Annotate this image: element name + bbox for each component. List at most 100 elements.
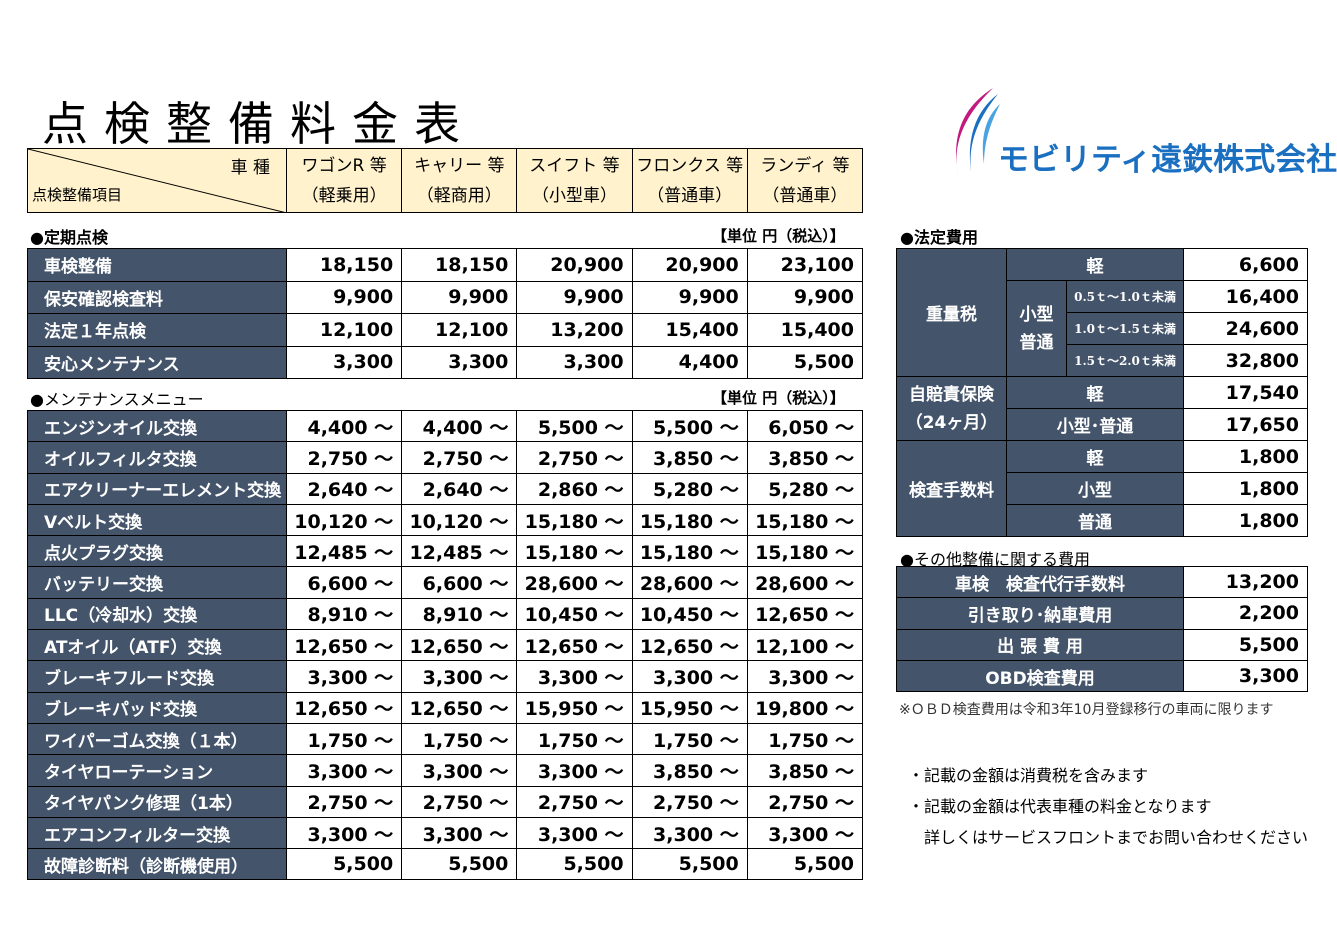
price-cell: 2,750 ～ bbox=[746, 785, 864, 818]
table-row: タイヤパンク修理（1本） 2,750 ～ 2,750 ～ 2,750 ～ 2,750 ～… bbox=[27, 785, 864, 818]
price-cell: 9,900 bbox=[516, 280, 633, 314]
logo-swoosh-icon bbox=[956, 88, 1000, 174]
price-cell: 5,500 bbox=[746, 345, 864, 379]
weight-range: 1.0ｔ～1.5ｔ未満 bbox=[1066, 312, 1184, 345]
table-row: 車検整備 18,150 18,150 20,900 20,900 23,100 bbox=[27, 248, 864, 282]
price-cell: 12,650 ～ bbox=[401, 691, 518, 724]
inspection-type: 小型 bbox=[1006, 472, 1184, 505]
insurance-type: 軽 bbox=[1006, 376, 1184, 409]
price-cell: 15,400 bbox=[746, 313, 864, 347]
price-cell: 5,280 ～ bbox=[631, 472, 748, 505]
price-cell: 9,900 bbox=[401, 280, 518, 314]
table-row: ブレーキフルード交換 3,300 ～ 3,300 ～ 3,300 ～ 3,300 ～ 3,… bbox=[27, 660, 864, 693]
other-price: 2,200 bbox=[1183, 597, 1308, 630]
row-item-label: LLC（冷却水）交換 bbox=[27, 597, 287, 631]
vehicle-type: （軽乗用） bbox=[301, 185, 387, 206]
other-price: 5,500 bbox=[1183, 628, 1308, 661]
price-cell: 1,750 ～ bbox=[401, 722, 518, 756]
price-cell: 8,910 ～ bbox=[401, 597, 518, 631]
price-cell: 15,950 ～ bbox=[631, 691, 748, 724]
row-item-label: 法定１年点検 bbox=[27, 313, 287, 347]
weight-range-price: 24,600 bbox=[1183, 312, 1308, 345]
price-cell: 2,750 ～ bbox=[516, 441, 633, 474]
row-item-label: 故障診断料（診断機使用） bbox=[27, 848, 287, 881]
price-cell: 1,750 ～ bbox=[631, 722, 748, 756]
price-cell: 3,300 bbox=[516, 345, 633, 379]
price-cell: 12,485 ～ bbox=[285, 535, 403, 568]
table-row: ATオイル（ATF）交換 12,650 ～ 12,650 ～ 12,650 ～ 12,6… bbox=[27, 629, 864, 662]
price-cell: 15,950 ～ bbox=[516, 691, 633, 724]
table-row: 故障診断料（診断機使用） 5,500 5,500 5,500 5,500 5,500 bbox=[27, 848, 864, 881]
price-cell: 12,650 ～ bbox=[631, 629, 748, 662]
price-cell: 9,900 bbox=[285, 280, 403, 314]
price-cell: 3,300 ～ bbox=[401, 660, 518, 693]
price-cell: 2,640 ～ bbox=[401, 472, 518, 505]
price-cell: 15,180 ～ bbox=[516, 503, 633, 537]
note-item: ・記載の金額は消費税を含みます bbox=[908, 766, 1149, 785]
diagonal-line bbox=[28, 149, 284, 212]
inspection-price: 1,800 bbox=[1183, 472, 1308, 505]
item-label: 点検整備項目 bbox=[32, 186, 123, 204]
table-row: Vベルト交換 10,120 ～ 10,120 ～ 15,180 ～ 15,180 ～ 15… bbox=[27, 503, 864, 537]
inspection-type: 普通 bbox=[1006, 504, 1184, 537]
price-cell: 3,300 bbox=[401, 345, 518, 379]
price-cell: 20,900 bbox=[516, 248, 633, 282]
price-cell: 5,500 bbox=[516, 848, 633, 881]
price-cell: 4,400 ～ bbox=[285, 409, 403, 443]
price-cell: 3,850 ～ bbox=[631, 441, 748, 474]
weight-range-price: 32,800 bbox=[1183, 344, 1308, 377]
legal-section-label: ●法定費用 bbox=[900, 228, 978, 247]
other-price: 13,200 bbox=[1183, 565, 1308, 599]
price-cell: 8,910 ～ bbox=[285, 597, 403, 631]
price-cell: 12,650 ～ bbox=[401, 629, 518, 662]
price-cell: 12,100 bbox=[285, 313, 403, 347]
note-item: ・記載の金額は代表車種の料金となります bbox=[908, 797, 1212, 816]
table-row: 点火プラグ交換 12,485 ～ 12,485 ～ 15,180 ～ 15,180 ～ 1… bbox=[27, 535, 864, 568]
periodic-inspection-table: 車検整備 18,150 18,150 20,900 20,900 23,100 保安確認検査… bbox=[27, 248, 864, 379]
price-cell: 20,900 bbox=[631, 248, 748, 282]
price-cell: 3,300 ～ bbox=[401, 754, 518, 787]
vehicle-type: （軽商用） bbox=[416, 185, 502, 206]
maintenance-section-label: ●メンテナンスメニュー bbox=[30, 390, 204, 409]
table-row: ブレーキパッド交換 12,650 ～ 12,650 ～ 15,950 ～ 15,950 … bbox=[27, 691, 864, 724]
vehicle-type: （普通車） bbox=[762, 185, 848, 206]
price-cell: 10,120 ～ bbox=[401, 503, 518, 537]
vehicle-name: キャリー 等 bbox=[414, 155, 505, 176]
other-item-label: 引き取り･納車費用 bbox=[896, 597, 1184, 630]
table-row: LLC（冷却水）交換 8,910 ～ 8,910 ～ 10,450 ～ 10,450 ～… bbox=[27, 597, 864, 631]
periodic-unit-label: 【単位 円（税込）】 bbox=[712, 227, 845, 245]
price-cell: 28,600 ～ bbox=[516, 566, 633, 599]
price-cell: 6,600 ～ bbox=[401, 566, 518, 599]
vehicle-name: ワゴンR 等 bbox=[301, 155, 387, 176]
price-cell: 5,280 ～ bbox=[746, 472, 864, 505]
price-cell: 2,640 ～ bbox=[285, 472, 403, 505]
price-cell: 28,600 ～ bbox=[746, 566, 864, 599]
vehicle-col-header: フロンクス 等 （普通車） bbox=[631, 148, 748, 213]
inspection-fee-label: 検査手数料 bbox=[896, 440, 1007, 537]
vehicle-col-header: ランディ 等 （普通車） bbox=[746, 148, 864, 213]
row-item-label: 安心メンテナンス bbox=[27, 345, 287, 379]
periodic-section-label: ●定期点検 bbox=[30, 228, 108, 247]
vehicle-name: スイフト 等 bbox=[529, 155, 620, 176]
maintenance-menu-table: エンジンオイル交換 4,400 ～ 4,400 ～ 5,500 ～ 5,500 ～ 6,0… bbox=[27, 409, 864, 881]
other-item-label: 車検 検査代行手数料 bbox=[896, 565, 1184, 599]
obd-note: ※ＯＢＤ検査費用は令和3年10月登録移行の車両に限ります bbox=[899, 702, 1274, 718]
price-cell: 10,120 ～ bbox=[285, 503, 403, 537]
table-row: オイルフィルタ交換 2,750 ～ 2,750 ～ 2,750 ～ 3,850 ～ 3,8… bbox=[27, 441, 864, 474]
row-item-label: エアクリーナーエレメント交換 bbox=[27, 472, 287, 505]
other-fees-table: 車検 検査代行手数料 13,200 引き取り･納車費用 2,200 出 張 費 用 5,5… bbox=[896, 565, 1308, 693]
price-cell: 15,180 ～ bbox=[631, 535, 748, 568]
other-price: 3,300 bbox=[1183, 659, 1308, 693]
weight-range: 1.5ｔ～2.0ｔ未満 bbox=[1066, 344, 1184, 377]
price-cell: 5,500 ～ bbox=[516, 409, 633, 443]
table-row: 法定１年点検 12,100 12,100 13,200 15,400 15,400 bbox=[27, 313, 864, 347]
price-cell: 2,750 ～ bbox=[285, 785, 403, 818]
price-cell: 3,300 ～ bbox=[516, 754, 633, 787]
company-logo: モビリティ遠鉄株式会社 bbox=[938, 84, 1337, 179]
row-item-label: Vベルト交換 bbox=[27, 503, 287, 537]
table-row: ワイパーゴム交換（１本） 1,750 ～ 1,750 ～ 1,750 ～ 1,750 ～… bbox=[27, 722, 864, 756]
note-item: 詳しくはサービスフロントまでお問い合わせください bbox=[908, 828, 1309, 847]
vehicle-col-header: ワゴンR 等 （軽乗用） bbox=[285, 148, 403, 213]
price-cell: 12,100 ～ bbox=[746, 629, 864, 662]
weight-range: 0.5ｔ～1.0ｔ未満 bbox=[1066, 280, 1184, 313]
